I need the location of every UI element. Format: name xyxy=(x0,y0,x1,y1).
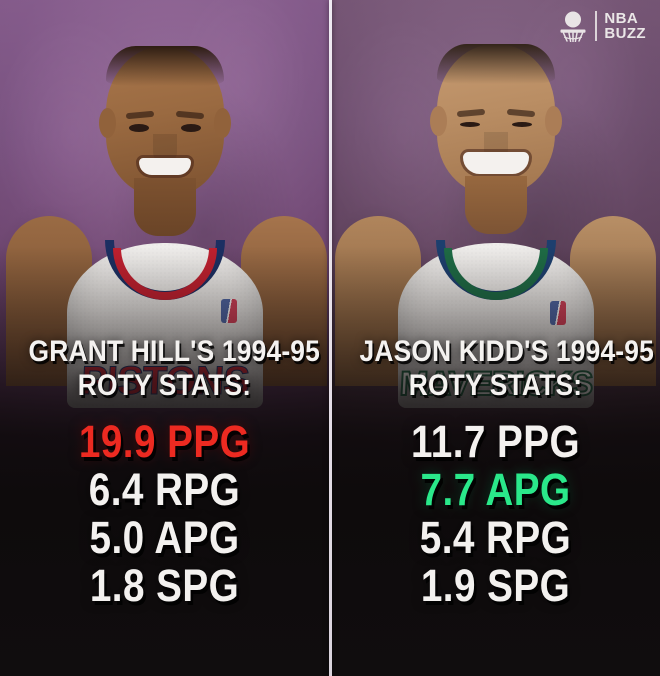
panel-jason-kidd: MAVERICKS JASON KIDD'S 1994-95 ROTY STAT… xyxy=(331,0,660,676)
headline-line-1: GRANT HILL'S 1994-95 xyxy=(28,335,321,368)
player-head xyxy=(429,44,562,234)
eyebrow-right xyxy=(506,108,535,118)
neck xyxy=(464,176,527,234)
stat-apg: 5.0 APG xyxy=(89,512,240,563)
logo-wordmark: NBA BUZZ xyxy=(604,11,646,41)
photo-fade-right xyxy=(331,246,660,676)
logo-line-buzz: BUZZ xyxy=(604,25,646,42)
eye-left xyxy=(459,122,480,127)
player-head xyxy=(98,46,231,236)
nba-buzz-logo: NBA BUZZ xyxy=(558,10,646,43)
ear-left xyxy=(429,106,447,136)
eyebrow-right xyxy=(175,110,204,120)
stat-ppg: 19.9 PPG xyxy=(78,416,251,467)
eye-right xyxy=(511,122,532,127)
logo-divider xyxy=(595,11,598,41)
ear-left xyxy=(98,108,116,138)
basketball-hoop-icon xyxy=(558,10,588,43)
smile xyxy=(462,152,529,174)
neck xyxy=(133,178,196,236)
eye-right xyxy=(180,124,201,132)
headline-line-2: ROTY STATS: xyxy=(408,369,583,402)
panel-grant-hill: PISTONS GRANT HILL'S 1994-95 ROTY STATS: xyxy=(0,0,329,676)
stat-list: 11.7 PPG 7.7 APG 5.4 RPG 1.9 SPG xyxy=(341,418,650,610)
stat-spg: 1.8 SPG xyxy=(89,560,240,611)
eye-left xyxy=(128,124,149,132)
hairline xyxy=(436,44,555,84)
stat-spg: 1.9 SPG xyxy=(420,560,571,611)
smile xyxy=(138,158,191,175)
stat-rpg: 6.4 RPG xyxy=(88,464,241,515)
stat-block-grant-hill: GRANT HILL'S 1994-95 ROTY STATS: 19.9 PP… xyxy=(0,336,329,610)
hairline xyxy=(105,46,224,86)
ear-right xyxy=(544,106,562,136)
stat-block-jason-kidd: JASON KIDD'S 1994-95 ROTY STATS: 11.7 PP… xyxy=(331,336,660,610)
photo-fade-left xyxy=(0,246,329,676)
headline-line-2: ROTY STATS: xyxy=(77,369,252,402)
eyebrow-left xyxy=(125,110,154,120)
stat-ppg: 11.7 PPG xyxy=(410,416,581,467)
panel-divider xyxy=(329,0,332,676)
stat-apg: 7.7 APG xyxy=(420,464,571,515)
logo-line-nba: NBA xyxy=(604,10,639,27)
stat-rpg: 5.4 RPG xyxy=(419,512,572,563)
stat-list: 19.9 PPG 6.4 RPG 5.0 APG 1.8 SPG xyxy=(10,418,319,610)
ear-right xyxy=(213,108,231,138)
headline-line-1: JASON KIDD'S 1994-95 xyxy=(359,335,654,368)
eyebrow-left xyxy=(456,108,485,118)
